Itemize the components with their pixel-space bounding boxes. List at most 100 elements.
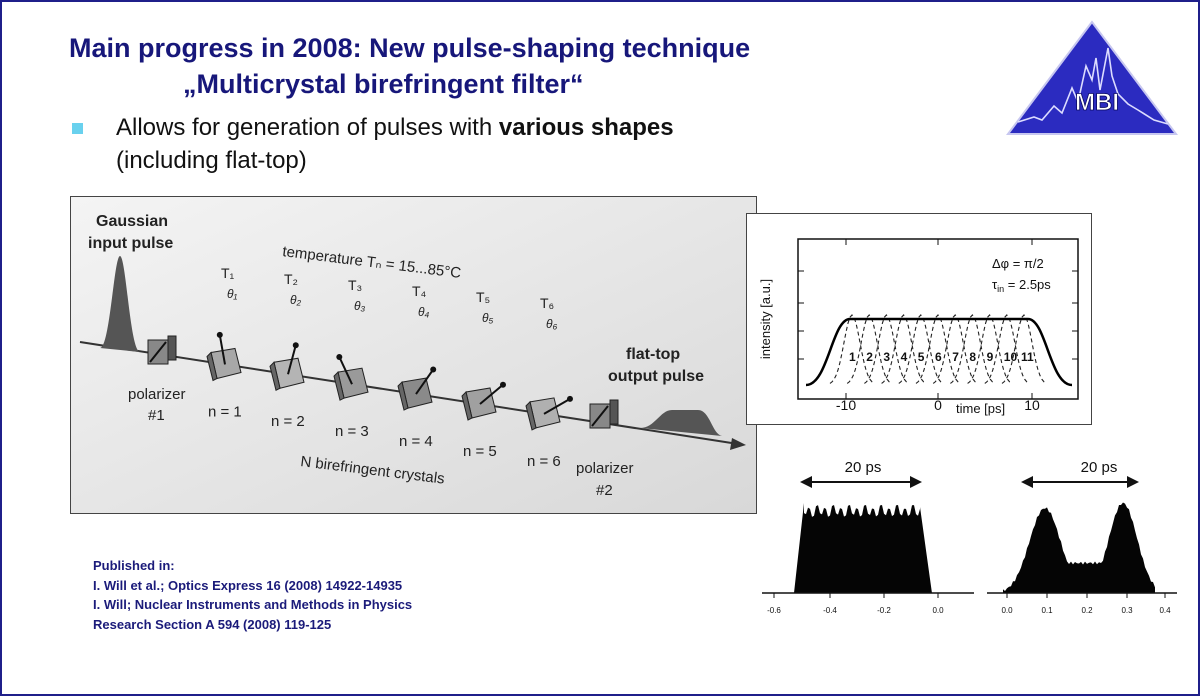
- crystal-n-label-2: n = 2: [271, 413, 305, 430]
- polarizer1-label-2: #1: [148, 407, 165, 424]
- crystal-theta-label-1: θ₁: [227, 287, 238, 301]
- crystal-temp-label-2: T₂: [284, 271, 298, 287]
- crystal-n-label-1: n = 1: [208, 403, 242, 420]
- measured-left-arrow-left: [800, 476, 812, 488]
- flattop-output-pulse: [640, 410, 722, 436]
- measured-doublehump-plot: 20 ps 0.0 0.1 0.2 0.3 0.4: [987, 459, 1177, 615]
- optic-axis-arrow-5: [479, 383, 504, 405]
- crystal-temp-label-5: T₅: [476, 289, 490, 305]
- crystal-temp-label-3: T₃: [348, 277, 362, 293]
- measured-right-arrow-left: [1021, 476, 1033, 488]
- crystal-group: T₁ θ₁ n = 1 T₂ θ₂ n = 2 T₃ θ₃ n = 3 T₄ θ₄ n = 4 T₅ θ₅…: [206, 265, 573, 470]
- sim-subpulse-5: [898, 314, 944, 384]
- input-label-2: input pulse: [88, 235, 173, 252]
- publication-ref-1: I. Will et al.; Optics Express 16 (2008)…: [93, 577, 403, 593]
- sim-subpulse-10: [984, 314, 1030, 384]
- sim-subpulse-4: [881, 314, 926, 384]
- crystal-2: [269, 342, 305, 391]
- sim-xtick-0: -10: [836, 397, 856, 413]
- sim-xtick-1: 0: [934, 397, 942, 413]
- sim-subpulses: [829, 314, 1047, 384]
- crystal-temp-label-4: T₄: [412, 283, 427, 299]
- measured-left-ticks: -0.6 -0.4 -0.2 0.0: [767, 593, 944, 615]
- measured-right-xtick-4: 0.4: [1159, 606, 1171, 615]
- bullet-text-line2: (including flat-top): [116, 147, 307, 174]
- polarizer1-label-1: polarizer: [128, 386, 186, 403]
- sim-subpulse-6: [915, 314, 961, 384]
- polarizer2-label-2: #2: [596, 482, 613, 499]
- measured-right-ticks: 0.0 0.1 0.2 0.3 0.4: [1001, 593, 1171, 615]
- slide-title-line1: Main progress in 2008: New pulse-shaping…: [69, 33, 751, 63]
- publication-ref-2: I. Will; Nuclear Instruments and Methods…: [93, 597, 413, 612]
- sim-flattop-envelope: [805, 317, 1073, 387]
- crystal-4: [397, 366, 437, 411]
- crystal-temp-label-1: T₁: [221, 265, 235, 281]
- measured-left-xtick-3: 0.0: [932, 606, 944, 615]
- measured-left-xtick-1: -0.4: [823, 606, 837, 615]
- output-label-1: flat-top: [626, 346, 680, 363]
- crystal-3: [333, 353, 369, 401]
- crystal-6: [525, 395, 573, 431]
- crystal-5: [461, 381, 506, 421]
- crystal-n-label-6: n = 6: [527, 453, 561, 470]
- logo-text: MBI: [1075, 89, 1119, 116]
- publication-block: Published in: I. Will et al.; Optics Exp…: [93, 556, 412, 634]
- slide-title-line2: „Multicrystal birefringent filter“: [183, 69, 584, 99]
- optic-axis-arrow-3: [338, 356, 353, 385]
- polarizer-2: [589, 399, 619, 429]
- sim-pulse-number-3: 3: [883, 350, 890, 364]
- bullet-text-normal: Allows for generation of pulses with: [116, 114, 499, 141]
- setup-panel: [70, 196, 757, 514]
- sim-pulse-number-2: 2: [866, 350, 873, 364]
- output-label-2: output pulse: [608, 368, 704, 385]
- measured-doublehump-trace: [1003, 502, 1155, 593]
- sim-xlabel: time [ps]: [956, 401, 1005, 416]
- measured-flattop-trace: [790, 503, 932, 594]
- sim-pulse-number-1: 1: [849, 350, 856, 364]
- setup-diagram: Gaussian input pulse temperature Tₙ = 15…: [70, 196, 757, 514]
- optic-axis-arrow-2: [287, 345, 297, 375]
- sim-plot-ticks: [798, 239, 1078, 399]
- simulation-plot: intensity [a.u.] -10 0 10 time [ps] Δφ =…: [746, 213, 1092, 425]
- gaussian-input-pulse: [100, 256, 140, 352]
- sim-subpulse-7: [932, 314, 978, 384]
- publication-heading: Published in:: [93, 558, 175, 573]
- crystal-temp-label-6: T₆: [540, 295, 554, 311]
- measured-right-width-label: 20 ps: [1081, 459, 1118, 476]
- crystal-n-label-3: n = 3: [335, 423, 369, 440]
- crystal-theta-label-5: θ₅: [482, 311, 494, 325]
- sim-subpulse-9: [967, 314, 1012, 384]
- bullet-marker: [72, 123, 83, 134]
- measured-left-width-label: 20 ps: [845, 459, 882, 476]
- sim-subpulse-1: [829, 314, 875, 384]
- beam-arrow-head: [730, 438, 746, 450]
- sim-param2: τin = 2.5ps: [992, 277, 1051, 294]
- polarizer-1: [147, 335, 177, 365]
- measured-left-xtick-0: -0.6: [767, 606, 781, 615]
- sim-pulse-number-4: 4: [901, 350, 908, 364]
- crystal-theta-label-6: θ₆: [546, 317, 558, 331]
- publication-ref-3: Research Section A 594 (2008) 119-125: [93, 616, 332, 632]
- sim-pulse-numbers: 1 2 3 4 5 6 7 8 9 10 11: [849, 350, 1034, 364]
- sim-ylabel: intensity [a.u.]: [758, 279, 773, 359]
- sim-pulse-number-9: 9: [987, 350, 994, 364]
- optic-axis-arrow-1: [218, 334, 226, 365]
- sim-subpulse-11: [1001, 314, 1047, 384]
- bullet-text-line1: Allows for generation of pulses with var…: [116, 114, 674, 142]
- sim-pulse-number-8: 8: [969, 350, 976, 364]
- sim-param1: Δφ = π/2: [992, 256, 1044, 271]
- sim-subpulse-2: [846, 314, 892, 384]
- measured-left-xtick-2: -0.2: [877, 606, 891, 615]
- measured-right-xtick-1: 0.1: [1041, 606, 1053, 615]
- measured-flattop-plot: 20 ps -0.6 -0.4 -0.2 0.0: [762, 459, 974, 615]
- optic-axis-arrow-4: [415, 368, 435, 395]
- crystal-1: [206, 331, 242, 382]
- polarizer2-label-1: polarizer: [576, 460, 634, 477]
- optic-axis-arrow-6: [543, 398, 571, 415]
- measured-right-xtick-2: 0.2: [1081, 606, 1093, 615]
- sim-pulse-number-10: 10: [1004, 350, 1018, 364]
- sim-pulse-number-5: 5: [918, 350, 925, 364]
- measured-left-arrow-right: [910, 476, 922, 488]
- measured-right-arrow-right: [1127, 476, 1139, 488]
